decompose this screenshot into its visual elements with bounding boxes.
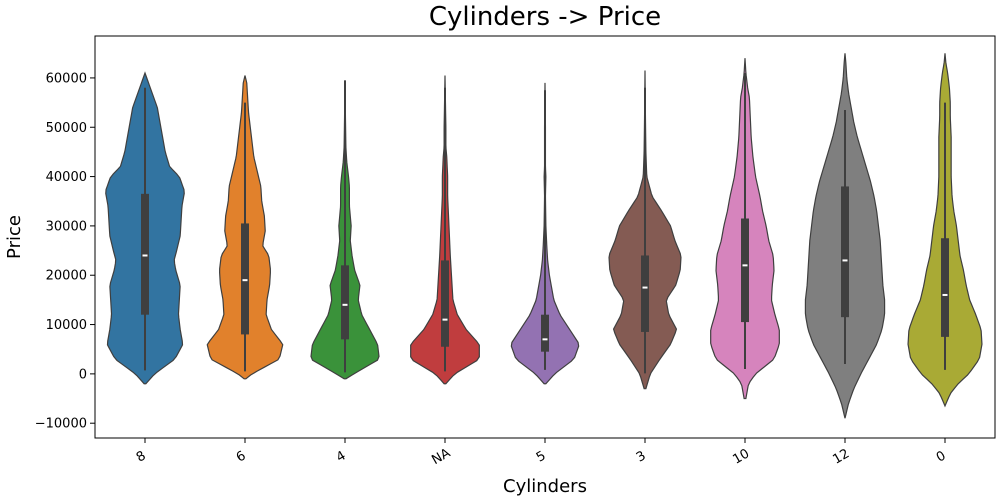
y-tick-label: 50000 — [46, 121, 87, 136]
chart-title: Cylinders -> Price — [429, 2, 661, 32]
violin-iqr-box-3 — [641, 255, 649, 332]
plot-frame — [94, 35, 996, 439]
x-tick-label: 12 — [830, 446, 852, 467]
violin-iqr-box-4 — [341, 265, 349, 340]
y-tick-label: 10000 — [46, 318, 87, 333]
violin-iqr-box-0 — [941, 238, 949, 337]
violin-iqr-box-8 — [141, 193, 149, 315]
violin-iqr-box-12 — [841, 186, 849, 318]
x-tick-label: 8 — [134, 448, 149, 465]
x-tick-label: 10 — [730, 446, 752, 467]
x-tick-label: 4 — [334, 448, 349, 465]
y-axis-label: Price — [4, 215, 25, 259]
y-tick-label: 20000 — [46, 269, 87, 284]
x-tick-label: 0 — [934, 448, 949, 465]
plot-area — [105, 53, 983, 419]
y-tick-label: 60000 — [46, 71, 87, 86]
violin-iqr-box-NA — [441, 260, 449, 347]
violin-iqr-box-6 — [241, 223, 249, 335]
violin-iqr-box-10 — [741, 218, 749, 323]
y-tick-label: 30000 — [46, 219, 87, 234]
x-tick-label: 6 — [234, 448, 249, 465]
x-tick-label: NA — [429, 446, 453, 468]
violin-iqr-box-5 — [541, 314, 549, 352]
y-tick-label: 40000 — [46, 170, 87, 185]
x-tick-label: 3 — [634, 448, 649, 465]
y-tick-label: −10000 — [35, 417, 87, 432]
x-axis-label: Cylinders — [503, 476, 587, 497]
y-tick-label: 0 — [79, 367, 87, 382]
x-tick-label: 5 — [534, 448, 549, 465]
